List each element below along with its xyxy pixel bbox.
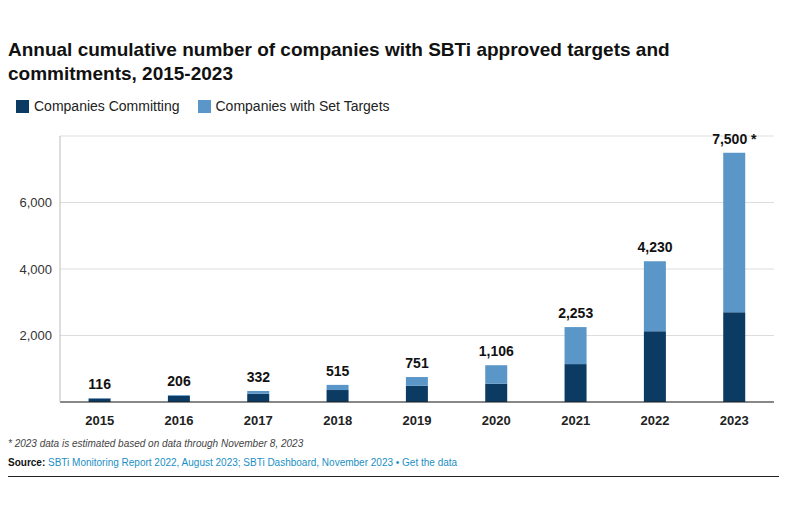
svg-text:2020: 2020 bbox=[482, 413, 511, 428]
svg-text:2019: 2019 bbox=[403, 413, 432, 428]
svg-text:515: 515 bbox=[326, 363, 350, 379]
svg-text:2017: 2017 bbox=[244, 413, 273, 428]
svg-text:2016: 2016 bbox=[165, 413, 194, 428]
svg-text:2,253: 2,253 bbox=[558, 305, 593, 321]
svg-text:1,106: 1,106 bbox=[479, 343, 514, 359]
svg-text:6,000: 6,000 bbox=[19, 195, 52, 210]
html-text:* 2023 data is estimated based: * 2023 data is estimated based on data t… bbox=[8, 438, 304, 449]
svg-text:2021: 2021 bbox=[561, 413, 590, 428]
svg-text:751: 751 bbox=[405, 355, 429, 371]
svg-text:4,230: 4,230 bbox=[637, 239, 672, 255]
svg-text:7,500 *: 7,500 * bbox=[712, 131, 757, 147]
html-text:Companies Committing: Companies Committing bbox=[34, 98, 180, 114]
svg-text:206: 206 bbox=[167, 373, 191, 389]
svg-text:2022: 2022 bbox=[641, 413, 670, 428]
svg-text:2018: 2018 bbox=[323, 413, 352, 428]
html-text:Companies with Set Targets: Companies with Set Targets bbox=[215, 98, 390, 114]
html-text:Annual cumulative number of co: Annual cumulative number of companies wi… bbox=[8, 39, 670, 84]
svg-text:2,000: 2,000 bbox=[19, 328, 52, 343]
html-text:Source: SBTi Monitoring Report: Source: SBTi Monitoring Report 2022, Aug… bbox=[8, 457, 458, 468]
svg-text:4,000: 4,000 bbox=[19, 262, 52, 277]
svg-text:116: 116 bbox=[88, 376, 111, 392]
svg-text:332: 332 bbox=[247, 369, 271, 385]
svg-text:2023: 2023 bbox=[720, 413, 749, 428]
svg-text:2015: 2015 bbox=[85, 413, 114, 428]
